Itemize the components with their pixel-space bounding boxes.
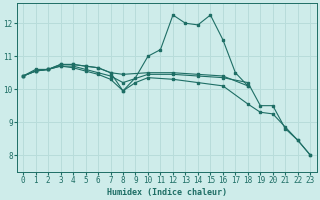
X-axis label: Humidex (Indice chaleur): Humidex (Indice chaleur) <box>107 188 227 197</box>
